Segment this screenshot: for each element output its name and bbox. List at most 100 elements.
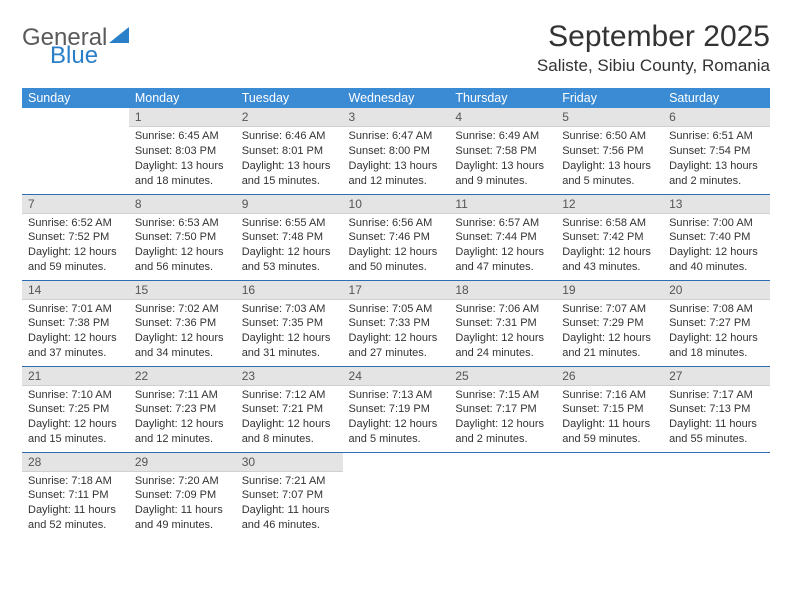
daylight-line-1: Daylight: 12 hours: [455, 331, 550, 346]
sunset-line: Sunset: 7:35 PM: [242, 316, 337, 331]
sunset-line: Sunset: 8:03 PM: [135, 144, 230, 159]
daylight-line-1: Daylight: 13 hours: [135, 159, 230, 174]
day-number: 3: [343, 108, 450, 127]
title-block: September 2025 Saliste, Sibiu County, Ro…: [537, 20, 770, 76]
day-details: Sunrise: 6:46 AMSunset: 8:01 PMDaylight:…: [236, 127, 343, 192]
day-details: Sunrise: 7:18 AMSunset: 7:11 PMDaylight:…: [22, 472, 129, 537]
calendar-cell: 19Sunrise: 7:07 AMSunset: 7:29 PMDayligh…: [556, 280, 663, 366]
calendar-cell: 14 Sunrise: 7:01 AMSunset: 7:38 PMDayligh…: [22, 280, 129, 366]
calendar-cell: 10Sunrise: 6:56 AMSunset: 7:46 PMDayligh…: [343, 194, 450, 280]
header: General Blue September 2025 Saliste, Sib…: [22, 20, 770, 76]
day-details: Sunrise: 7:11 AMSunset: 7:23 PMDaylight:…: [129, 386, 236, 451]
day-details: Sunrise: 7:20 AMSunset: 7:09 PMDaylight:…: [129, 472, 236, 537]
day-details: Sunrise: 7:21 AMSunset: 7:07 PMDaylight:…: [236, 472, 343, 537]
calendar-cell: 22Sunrise: 7:11 AMSunset: 7:23 PMDayligh…: [129, 366, 236, 452]
day-details: Sunrise: 7:05 AMSunset: 7:33 PMDaylight:…: [343, 300, 450, 365]
calendar-cell: 27Sunrise: 7:17 AMSunset: 7:13 PMDayligh…: [663, 366, 770, 452]
sunrise-line: Sunrise: 6:46 AM: [242, 129, 337, 144]
logo: General Blue: [22, 26, 129, 68]
sunset-line: Sunset: 7:52 PM: [28, 230, 123, 245]
day-number: 1: [129, 108, 236, 127]
daylight-line-1: Daylight: 12 hours: [135, 417, 230, 432]
sunset-line: Sunset: 7:23 PM: [135, 402, 230, 417]
daylight-line-1: Daylight: 12 hours: [242, 331, 337, 346]
daylight-line-1: Daylight: 13 hours: [669, 159, 764, 174]
sunrise-line: Sunrise: 7:12 AM: [242, 388, 337, 403]
day-details: Sunrise: 6:45 AMSunset: 8:03 PMDaylight:…: [129, 127, 236, 192]
calendar-cell: 9Sunrise: 6:55 AMSunset: 7:48 PMDaylight…: [236, 194, 343, 280]
day-number: 21: [22, 367, 129, 386]
sunset-line: Sunset: 7:15 PM: [562, 402, 657, 417]
daylight-line-1: Daylight: 13 hours: [562, 159, 657, 174]
day-details: Sunrise: 7:16 AMSunset: 7:15 PMDaylight:…: [556, 386, 663, 451]
calendar-head: SundayMondayTuesdayWednesdayThursdayFrid…: [22, 88, 770, 108]
daylight-line-1: Daylight: 12 hours: [135, 331, 230, 346]
sunrise-line: Sunrise: 7:18 AM: [28, 474, 123, 489]
day-details: Sunrise: 7:10 AMSunset: 7:25 PMDaylight:…: [22, 386, 129, 451]
calendar-cell: 15Sunrise: 7:02 AMSunset: 7:36 PMDayligh…: [129, 280, 236, 366]
sunrise-line: Sunrise: 6:45 AM: [135, 129, 230, 144]
sunrise-line: Sunrise: 7:06 AM: [455, 302, 550, 317]
sunrise-line: Sunrise: 7:21 AM: [242, 474, 337, 489]
day-details: Sunrise: 7:12 AMSunset: 7:21 PMDaylight:…: [236, 386, 343, 451]
sunrise-line: Sunrise: 6:55 AM: [242, 216, 337, 231]
calendar-cell: 29Sunrise: 7:20 AMSunset: 7:09 PMDayligh…: [129, 452, 236, 537]
logo-sail-icon: [109, 27, 129, 43]
sunrise-line: Sunrise: 7:13 AM: [349, 388, 444, 403]
weekday-header: Wednesday: [343, 88, 450, 108]
day-details: Sunrise: 7:02 AMSunset: 7:36 PMDaylight:…: [129, 300, 236, 365]
calendar-cell: 17Sunrise: 7:05 AMSunset: 7:33 PMDayligh…: [343, 280, 450, 366]
daylight-line-1: Daylight: 11 hours: [28, 503, 123, 518]
calendar-week: 21Sunrise: 7:10 AMSunset: 7:25 PMDayligh…: [22, 366, 770, 452]
day-number: 27: [663, 367, 770, 386]
sunrise-line: Sunrise: 7:08 AM: [669, 302, 764, 317]
sunset-line: Sunset: 7:38 PM: [28, 316, 123, 331]
day-number: 17: [343, 281, 450, 300]
daylight-line-1: Daylight: 12 hours: [669, 245, 764, 260]
calendar-cell: 5Sunrise: 6:50 AMSunset: 7:56 PMDaylight…: [556, 108, 663, 194]
daylight-line-1: Daylight: 13 hours: [349, 159, 444, 174]
sunrise-line: Sunrise: 7:16 AM: [562, 388, 657, 403]
calendar-cell: 3Sunrise: 6:47 AMSunset: 8:00 PMDaylight…: [343, 108, 450, 194]
calendar-cell: 7Sunrise: 6:52 AMSunset: 7:52 PMDaylight…: [22, 194, 129, 280]
calendar-cell: 1Sunrise: 6:45 AMSunset: 8:03 PMDaylight…: [129, 108, 236, 194]
sunset-line: Sunset: 7:25 PM: [28, 402, 123, 417]
daylight-line-2: and 59 minutes.: [28, 260, 123, 275]
calendar-cell: 18Sunrise: 7:06 AMSunset: 7:31 PMDayligh…: [449, 280, 556, 366]
day-details: Sunrise: 7:08 AMSunset: 7:27 PMDaylight:…: [663, 300, 770, 365]
day-details: Sunrise: 6:50 AMSunset: 7:56 PMDaylight:…: [556, 127, 663, 192]
day-number: 14: [22, 281, 129, 300]
sunrise-line: Sunrise: 7:20 AM: [135, 474, 230, 489]
day-number: 16: [236, 281, 343, 300]
sunrise-line: Sunrise: 7:01 AM: [28, 302, 123, 317]
weekday-header: Friday: [556, 88, 663, 108]
daylight-line-1: Daylight: 12 hours: [28, 331, 123, 346]
day-details: Sunrise: 7:06 AMSunset: 7:31 PMDaylight:…: [449, 300, 556, 365]
day-number: 23: [236, 367, 343, 386]
daylight-line-2: and 56 minutes.: [135, 260, 230, 275]
weekday-header: Thursday: [449, 88, 556, 108]
sunset-line: Sunset: 8:00 PM: [349, 144, 444, 159]
sunrise-line: Sunrise: 7:10 AM: [28, 388, 123, 403]
daylight-line-2: and 8 minutes.: [242, 432, 337, 447]
daylight-line-2: and 15 minutes.: [28, 432, 123, 447]
day-number: 28: [22, 453, 129, 472]
sunrise-line: Sunrise: 7:02 AM: [135, 302, 230, 317]
day-number: 15: [129, 281, 236, 300]
calendar-week: 1Sunrise: 6:45 AMSunset: 8:03 PMDaylight…: [22, 108, 770, 194]
calendar-cell: 20Sunrise: 7:08 AMSunset: 7:27 PMDayligh…: [663, 280, 770, 366]
sunrise-line: Sunrise: 6:52 AM: [28, 216, 123, 231]
location: Saliste, Sibiu County, Romania: [537, 56, 770, 76]
sunset-line: Sunset: 7:07 PM: [242, 488, 337, 503]
sunset-line: Sunset: 7:27 PM: [669, 316, 764, 331]
daylight-line-1: Daylight: 13 hours: [455, 159, 550, 174]
weekday-header: Monday: [129, 88, 236, 108]
daylight-line-2: and 49 minutes.: [135, 518, 230, 533]
daylight-line-2: and 37 minutes.: [28, 346, 123, 361]
day-details: Sunrise: 7:13 AMSunset: 7:19 PMDaylight:…: [343, 386, 450, 451]
sunset-line: Sunset: 7:13 PM: [669, 402, 764, 417]
weekday-header: Tuesday: [236, 88, 343, 108]
daylight-line-1: Daylight: 12 hours: [669, 331, 764, 346]
day-details: Sunrise: 7:07 AMSunset: 7:29 PMDaylight:…: [556, 300, 663, 365]
daylight-line-1: Daylight: 11 hours: [135, 503, 230, 518]
